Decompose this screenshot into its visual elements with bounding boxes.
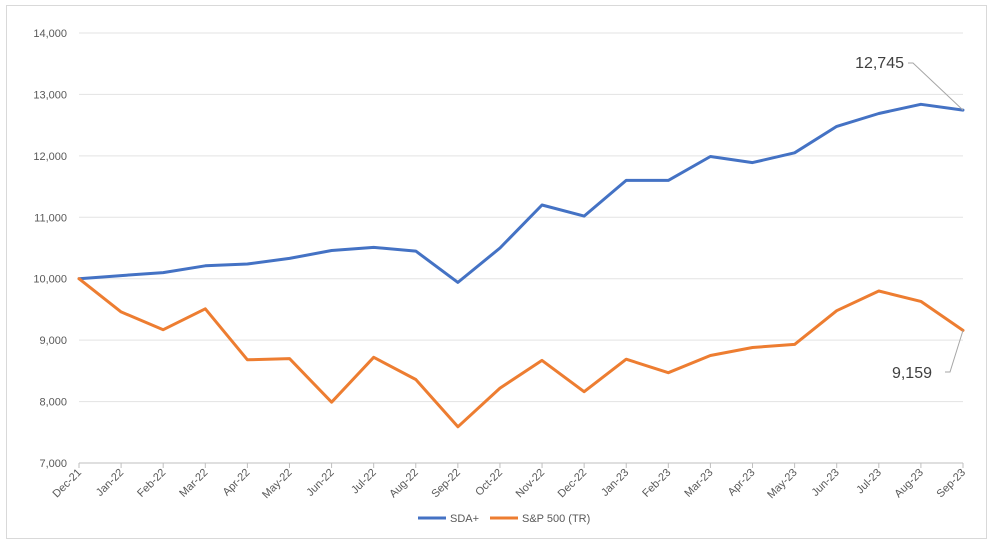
x-tick-label: May-23 [765,467,799,501]
x-tick-label: Mar-23 [682,467,715,500]
x-tick-label: Sep-22 [429,467,463,501]
x-tick-label: Oct-22 [473,467,505,499]
callout-label: 12,745 [855,55,904,72]
series-line-0 [77,102,965,284]
x-tick-label: Jul-23 [854,467,884,497]
x-tick-label: Dec-22 [556,467,590,501]
x-tick-label: Nov-22 [514,467,548,501]
y-tick-label: 7,000 [39,458,67,470]
x-tick-label: Mar-22 [177,467,210,500]
callout-leader [908,62,964,111]
y-tick-label: 11,000 [34,212,67,224]
x-tick-label: Apr-22 [221,467,253,499]
x-tick-label: Jun-23 [810,467,842,499]
x-tick-label: Jan-23 [599,467,631,499]
x-tick-label: Jan-22 [94,467,126,499]
x-tick-label: Jun-22 [304,467,336,499]
x-tick-label: Sep-23 [935,467,969,501]
y-tick-label: 8,000 [39,397,67,409]
x-tick-label: Aug-22 [387,467,421,501]
callout-label: 9,159 [892,365,932,382]
x-tick-label: Apr-23 [726,467,758,499]
y-axis-ticks: 7,000 8,000 9,000 10,000 11,000 12,000 13,000 1… [33,28,67,470]
x-axis-ticks: Dec-21 Jan-22 Feb-22 Mar-22 Apr-22 May-22 Jun-… [51,463,969,501]
y-tick-label: 14,000 [33,28,67,40]
x-tick-label: Feb-23 [640,467,673,500]
y-tick-label: 10,000 [33,274,67,286]
x-tick-label: Feb-22 [135,467,168,500]
series-line-1 [77,277,965,429]
y-tick-label: 12,000 [33,151,67,163]
x-tick-label: Aug-23 [892,467,926,501]
series-lines [77,102,965,429]
legend-label: S&P 500 (TR) [522,513,590,525]
x-tick-label: Dec-21 [51,467,85,501]
y-tick-label: 9,000 [39,335,67,347]
x-tick-label: May-22 [260,467,294,501]
x-tick-label: Jul-22 [349,467,379,497]
callouts: 12,745 9,159 [855,55,964,382]
callout-leader [945,330,964,373]
legend-label: SDA+ [450,513,479,525]
y-tick-label: 13,000 [33,89,67,101]
gridlines [79,32,963,464]
legend: SDA+ S&P 500 (TR) [418,513,590,525]
